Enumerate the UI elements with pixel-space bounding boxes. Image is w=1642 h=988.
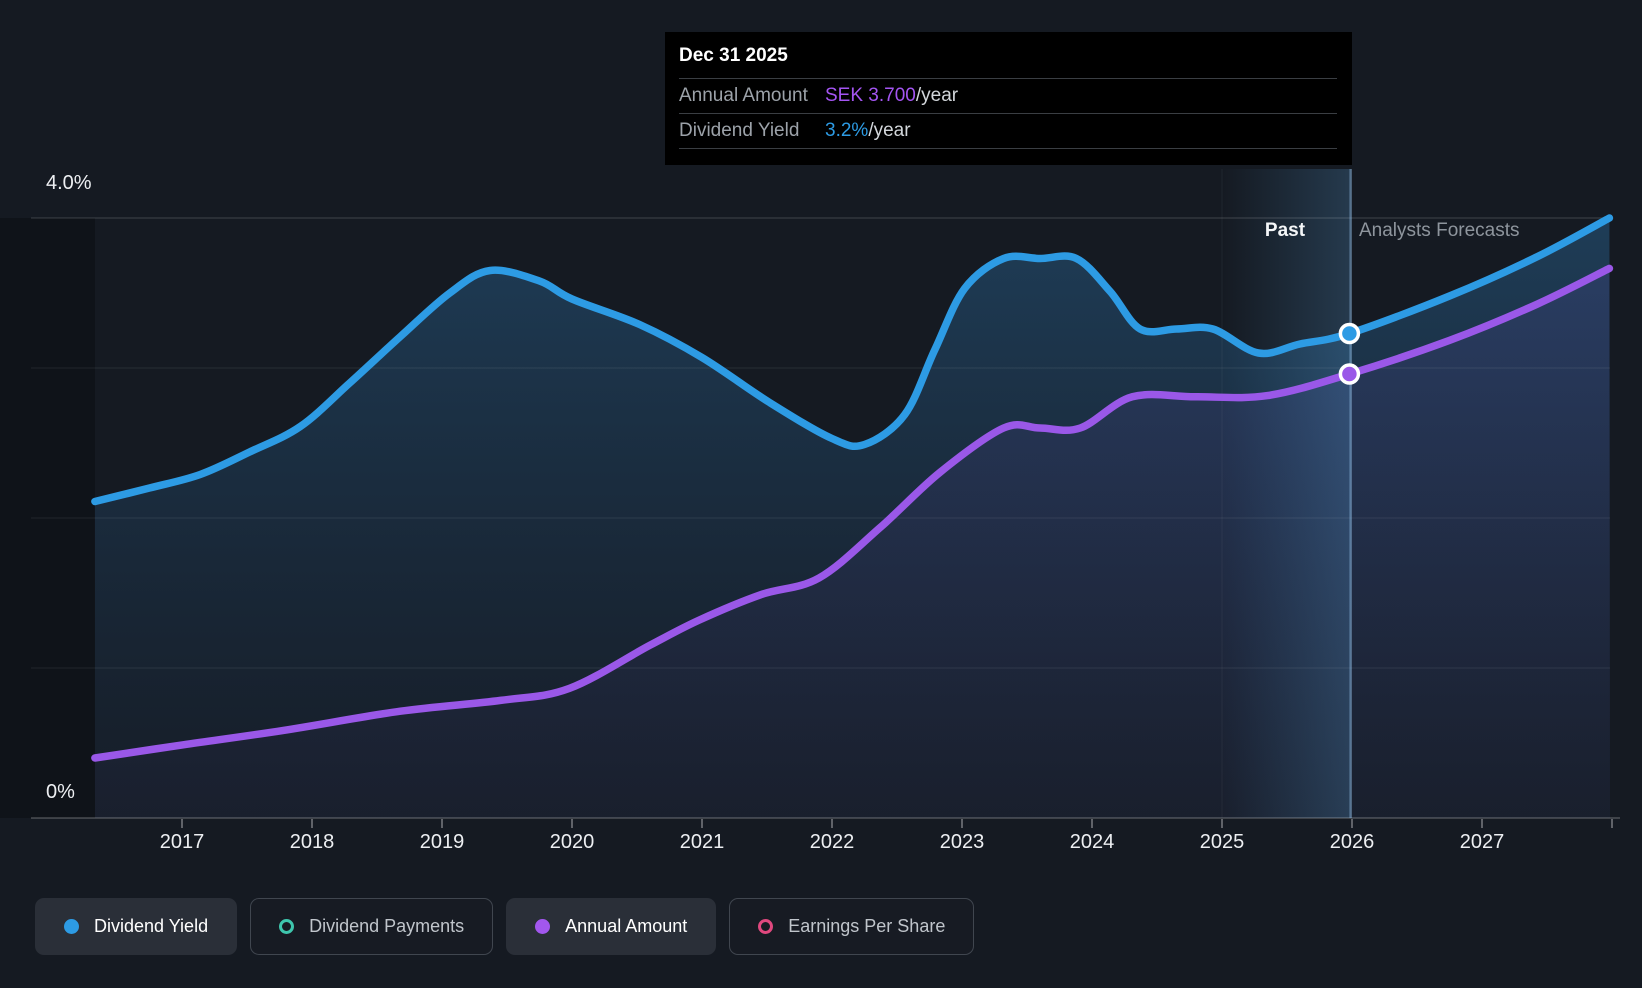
past-label: Past [1264,220,1306,241]
tooltip-row: Dividend Yield 3.2%/year [665,114,1352,148]
dot-icon-dividend-yield [64,919,79,934]
chart-legend: Dividend Yield Dividend Payments Annual Am… [35,898,975,955]
tooltip-row-value: SEK 3.700 [825,85,916,106]
tooltip-separator [679,148,1337,149]
x-axis-label: 2020 [549,831,595,853]
x-axis-label: 2018 [289,831,335,853]
pre-data-region [0,218,95,818]
x-axis-label: 2017 [159,831,205,853]
x-axis-label: 2026 [1329,831,1375,853]
legend-item-dividend-payments[interactable]: Dividend Payments [250,898,494,955]
ring-icon-earnings-per-share [758,919,774,934]
legend-item-label: Earnings Per Share [788,916,946,936]
x-axis-label: 2023 [939,831,985,853]
x-axis-label: 2019 [419,831,465,853]
legend-item-annual-amount[interactable]: Annual Amount [506,898,717,955]
tooltip-footer [665,149,1352,165]
analysts-forecasts-label: Analysts Forecasts [1359,220,1520,241]
tooltip-row-value: 3.2% [825,120,869,141]
tooltip-row-label: Annual Amount [679,85,808,106]
tooltip-row-suffix: /year [915,85,959,106]
marker-dividend-yield[interactable] [1338,322,1361,345]
ring-icon-dividend-payments [279,919,295,934]
dot-icon-annual-amount [535,919,551,934]
legend-item-label: Dividend Yield [94,916,209,936]
x-axis-label: 2022 [809,831,855,853]
legend-item-label: Dividend Payments [309,916,465,936]
legend-item-earnings-per-share[interactable]: Earnings Per Share [729,898,975,955]
chart-tooltip: Dec 31 2025 Annual Amount SEK 3.700/year D… [665,32,1352,165]
tooltip-date: Dec 31 2025 [679,45,788,66]
tooltip-row: Annual Amount SEK 3.700/year [665,79,1352,113]
x-axis-label: 2021 [679,831,725,853]
y-axis-top-label: 4.0% [46,172,92,194]
x-axis-label: 2024 [1069,831,1115,853]
x-axis-label: 2027 [1459,831,1505,853]
past-highlight-band [1222,169,1351,818]
y-axis-bottom-label: 0% [46,781,75,803]
annual-amount-line [91,264,1614,762]
legend-item-label: Annual Amount [565,916,688,936]
legend-item-dividend-yield[interactable]: Dividend Yield [35,898,238,955]
dividend-yield-line [91,214,1614,506]
tooltip-row-suffix: /year [868,120,911,141]
tooltip-row-label: Dividend Yield [679,120,800,141]
x-axis-label: 2025 [1199,831,1245,853]
tooltip-separator [679,113,1337,114]
tooltip-separator [679,78,1337,79]
marker-annual-amount[interactable] [1338,363,1361,385]
